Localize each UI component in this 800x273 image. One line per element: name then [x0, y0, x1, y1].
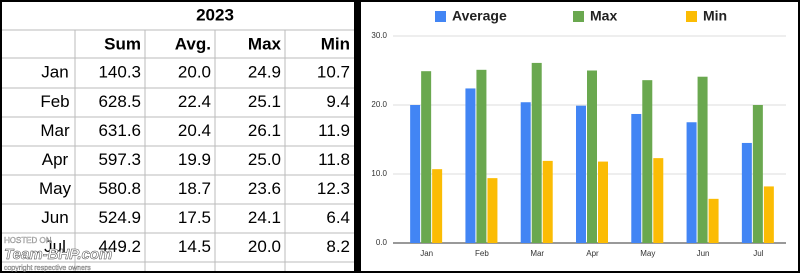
- bar: [421, 71, 432, 243]
- legend-swatch: [435, 11, 446, 22]
- row-label: Mar: [40, 121, 70, 140]
- watermark: HOSTED ON Team-BHP.com copyright respect…: [4, 236, 113, 272]
- bar: [653, 158, 664, 243]
- y-tick-label: 10.0: [371, 169, 387, 178]
- legend-label: Average: [452, 8, 507, 24]
- watermark-line: copyright respective owners: [4, 265, 91, 272]
- table-cell: 6.4: [326, 208, 350, 227]
- x-tick-label: Mar: [530, 249, 544, 258]
- row-label: Jul: [44, 237, 66, 256]
- table-cell: 20.0: [248, 237, 281, 256]
- row-label: Feb: [40, 92, 69, 111]
- column-header: Min: [321, 34, 350, 53]
- bar: [587, 70, 597, 243]
- bar: [686, 122, 697, 243]
- row-label: Jun: [41, 208, 68, 227]
- bar: [708, 198, 719, 243]
- table-cell: 25.0: [248, 150, 281, 169]
- column-header: Max: [248, 34, 282, 53]
- bar: [741, 142, 752, 243]
- bar: [520, 102, 531, 244]
- legend-swatch: [573, 11, 584, 22]
- table-cell: 12.3: [317, 179, 350, 198]
- table-cell: 18.7: [178, 179, 211, 198]
- y-tick-label: 0.0: [376, 238, 388, 247]
- table-cell: 8.2: [326, 237, 350, 256]
- table-cell: 449.2: [98, 237, 141, 256]
- bar: [432, 169, 443, 243]
- bar: [763, 186, 774, 243]
- watermark-logo: Team-BHP.com: [4, 246, 112, 263]
- table-cell: 14.5: [178, 237, 211, 256]
- table-cell: 25.1: [248, 92, 281, 111]
- table-cell: 10.7: [317, 62, 350, 81]
- table-cell: 26.1: [248, 121, 281, 140]
- table-panel: [2, 2, 354, 271]
- table-title: 2023: [196, 5, 234, 24]
- bar: [465, 88, 476, 243]
- table-cell: 628.5: [98, 92, 141, 111]
- y-tick-label: 30.0: [371, 31, 387, 40]
- x-tick-label: May: [640, 249, 655, 258]
- legend-label: Max: [590, 8, 617, 24]
- bar: [598, 161, 608, 243]
- bar: [476, 69, 487, 243]
- bar: [631, 113, 642, 243]
- x-tick-label: Jan: [420, 249, 433, 258]
- table-cell: 597.3: [98, 150, 141, 169]
- table-cell: 19.9: [178, 150, 211, 169]
- bar: [642, 80, 653, 243]
- table-cell: 24.1: [248, 208, 281, 227]
- legend-swatch: [686, 11, 697, 22]
- table-cell: 24.9: [248, 62, 281, 81]
- column-header: Sum: [104, 34, 141, 53]
- y-tick-label: 20.0: [371, 100, 387, 109]
- bar: [697, 76, 708, 244]
- row-label: Apr: [42, 150, 69, 169]
- x-tick-label: Feb: [475, 249, 489, 258]
- bar: [542, 160, 553, 243]
- table-cell: 524.9: [98, 208, 141, 227]
- bar: [531, 62, 542, 243]
- table-cell: 23.6: [248, 179, 281, 198]
- row-label: May: [39, 179, 72, 198]
- bar: [410, 105, 421, 243]
- table-cell: 17.5: [178, 208, 211, 227]
- table-cell: 22.4: [178, 92, 211, 111]
- table-cell: 580.8: [98, 179, 141, 198]
- x-tick-label: Jul: [753, 249, 763, 258]
- x-tick-label: Apr: [586, 249, 599, 258]
- row-label: Jan: [41, 62, 68, 81]
- bar: [752, 105, 763, 243]
- table-cell: 140.3: [98, 62, 141, 81]
- table-cell: 11.9: [318, 121, 350, 140]
- legend-label: Min: [703, 8, 727, 24]
- x-tick-label: Jun: [697, 249, 710, 258]
- table-cell: 20.4: [178, 121, 211, 140]
- table-cell: 20.0: [178, 62, 211, 81]
- bar: [576, 105, 586, 243]
- table-cell: 11.8: [318, 150, 350, 169]
- table-cell: 631.6: [98, 121, 141, 140]
- table-cell: 9.4: [326, 92, 350, 111]
- column-header: Avg.: [175, 34, 211, 53]
- bar: [487, 178, 498, 243]
- watermark-line: HOSTED ON: [4, 236, 52, 245]
